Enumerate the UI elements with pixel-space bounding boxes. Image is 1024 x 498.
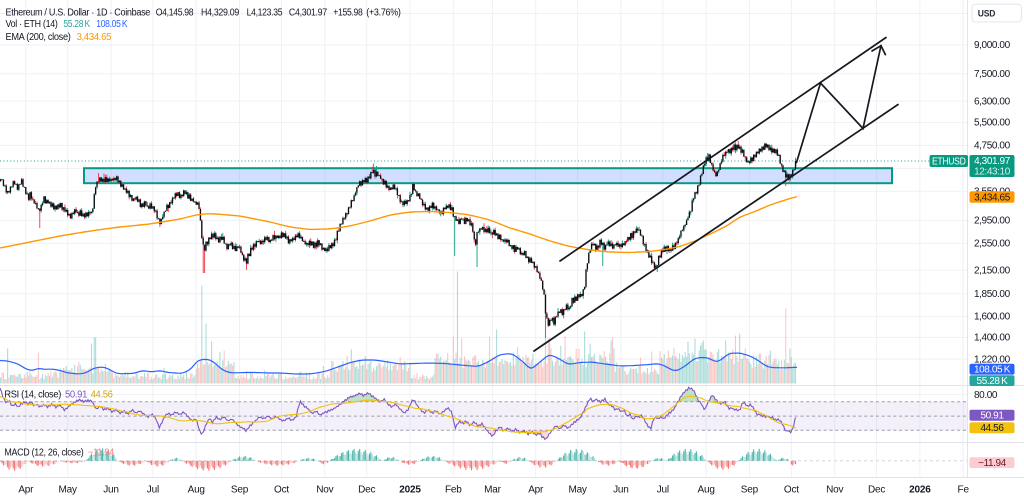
svg-text:50.91: 50.91 <box>980 411 1004 422</box>
svg-text:9,000.00: 9,000.00 <box>974 40 1011 51</box>
svg-text:C4,301.97: C4,301.97 <box>289 8 328 19</box>
svg-text:O4,145.98: O4,145.98 <box>156 8 194 19</box>
svg-text:Nov: Nov <box>316 485 333 496</box>
svg-text:+155.98: +155.98 <box>333 8 363 19</box>
svg-text:Mar: Mar <box>484 485 501 496</box>
svg-text:Aug: Aug <box>697 485 714 496</box>
svg-text:55.28 K: 55.28 K <box>63 19 90 30</box>
svg-text:1,600.00: 1,600.00 <box>974 312 1011 323</box>
svg-text:2025: 2025 <box>399 485 421 496</box>
svg-text:50.91: 50.91 <box>65 390 88 401</box>
svg-text:RSI (14, close): RSI (14, close) <box>4 390 61 401</box>
svg-text:1,850.00: 1,850.00 <box>974 289 1011 300</box>
svg-text:−11.94: −11.94 <box>978 458 1007 469</box>
svg-text:Vol · ETH (14): Vol · ETH (14) <box>6 19 58 30</box>
svg-text:Sep: Sep <box>741 485 759 496</box>
svg-text:MACD (12, 26, close): MACD (12, 26, close) <box>4 448 83 459</box>
svg-text:7,500.00: 7,500.00 <box>974 69 1011 80</box>
svg-text:Feb: Feb <box>445 485 462 496</box>
svg-text:Fe: Fe <box>958 485 970 496</box>
svg-text:Oct: Oct <box>274 485 289 496</box>
svg-text:(+3.76%): (+3.76%) <box>366 8 400 19</box>
svg-text:H4,329.09: H4,329.09 <box>201 8 240 19</box>
svg-text:12:43:10: 12:43:10 <box>974 167 1011 178</box>
svg-text:3,434.65: 3,434.65 <box>974 192 1011 203</box>
svg-text:2,550.00: 2,550.00 <box>974 238 1011 249</box>
svg-text:Dec: Dec <box>358 485 375 496</box>
svg-text:−11.94: −11.94 <box>88 448 115 459</box>
svg-text:55.28 K: 55.28 K <box>977 376 1009 387</box>
svg-text:Jul: Jul <box>657 485 669 496</box>
svg-text:44.56: 44.56 <box>91 390 114 401</box>
svg-text:1,220.00: 1,220.00 <box>974 354 1011 365</box>
svg-text:2,950.00: 2,950.00 <box>974 216 1011 227</box>
svg-text:1,400.00: 1,400.00 <box>974 333 1011 344</box>
svg-text:Aug: Aug <box>188 485 205 496</box>
svg-text:May: May <box>59 485 77 496</box>
svg-text:5,500.00: 5,500.00 <box>974 118 1011 129</box>
svg-text:2,150.00: 2,150.00 <box>974 265 1011 276</box>
svg-text:Jul: Jul <box>147 485 159 496</box>
svg-text:44.56: 44.56 <box>980 423 1004 434</box>
svg-text:May: May <box>568 485 586 496</box>
svg-text:Ethereum / U.S. Dollar · 1D ·: Ethereum / U.S. Dollar · 1D · Coinbase <box>6 8 151 19</box>
svg-text:L4,123.35: L4,123.35 <box>247 8 283 19</box>
svg-text:Jun: Jun <box>613 485 629 496</box>
svg-text:108.05 K: 108.05 K <box>96 19 128 30</box>
svg-text:3,434.65: 3,434.65 <box>77 32 112 43</box>
svg-text:4,750.00: 4,750.00 <box>974 141 1011 152</box>
svg-text:Nov: Nov <box>826 485 843 496</box>
svg-text:EMA (200, close): EMA (200, close) <box>6 32 71 43</box>
svg-text:Sep: Sep <box>231 485 249 496</box>
svg-text:Apr: Apr <box>18 485 34 496</box>
svg-text:Dec: Dec <box>868 485 885 496</box>
svg-text:Oct: Oct <box>784 485 799 496</box>
svg-text:ETHUSD: ETHUSD <box>932 156 966 167</box>
svg-text:USD: USD <box>978 8 996 19</box>
svg-text:80.00: 80.00 <box>974 390 998 401</box>
svg-text:Apr: Apr <box>528 485 544 496</box>
svg-text:Jun: Jun <box>103 485 119 496</box>
svg-text:108.05 K: 108.05 K <box>974 365 1011 376</box>
svg-text:4,301.97: 4,301.97 <box>974 156 1011 167</box>
svg-text:6,300.00: 6,300.00 <box>974 96 1011 107</box>
svg-text:2026: 2026 <box>909 485 931 496</box>
